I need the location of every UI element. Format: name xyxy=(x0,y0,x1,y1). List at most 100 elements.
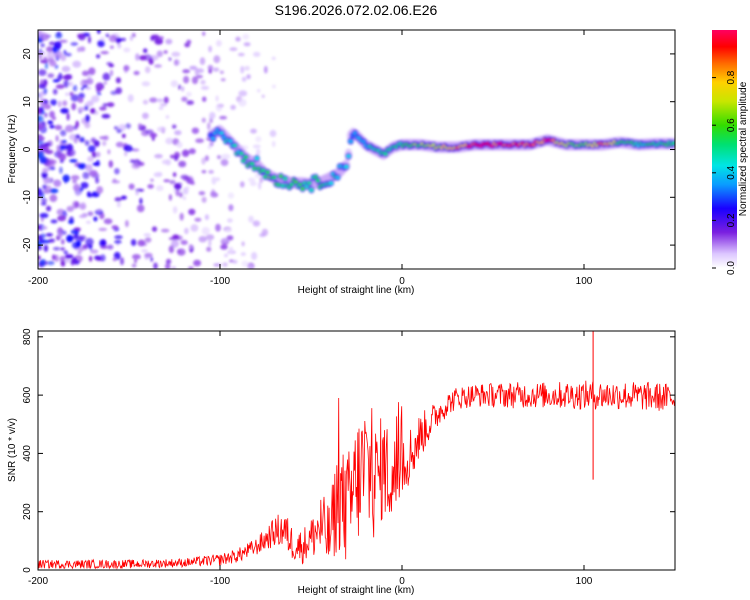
noise-blob xyxy=(109,45,114,49)
noise-blob xyxy=(246,74,251,80)
noise-blob xyxy=(60,129,67,137)
noise-blob xyxy=(207,122,211,130)
noise-blob xyxy=(38,191,43,197)
noise-blob xyxy=(84,140,90,146)
noise-blob xyxy=(77,251,82,255)
noise-blob xyxy=(112,178,117,183)
noise-blob xyxy=(123,144,133,152)
noise-blob xyxy=(195,138,205,143)
noise-blob xyxy=(40,258,46,267)
noise-blob xyxy=(235,36,241,42)
noise-blob xyxy=(95,82,105,91)
noise-blob xyxy=(228,204,234,212)
noise-blob xyxy=(82,84,88,89)
noise-blob xyxy=(179,212,184,221)
ridge-core xyxy=(228,139,234,143)
noise-blob xyxy=(127,94,134,103)
noise-blob xyxy=(69,159,78,163)
noise-blob xyxy=(207,145,212,149)
noise-blob xyxy=(172,124,177,129)
colorbar-tick-label: 0.8 xyxy=(726,70,737,84)
noise-blob xyxy=(77,97,84,103)
noise-blob xyxy=(51,116,57,121)
noise-blob xyxy=(205,234,215,241)
y-tick-label: 600 xyxy=(22,386,33,403)
ridge-core xyxy=(239,151,244,156)
noise-blob xyxy=(194,217,202,222)
noise-blob xyxy=(156,50,163,58)
noise-blob xyxy=(163,97,169,103)
noise-blob xyxy=(102,140,107,146)
noise-blob xyxy=(112,257,117,262)
noise-blob xyxy=(213,55,221,64)
spectrogram-image xyxy=(38,30,675,269)
y-tick-label: -10 xyxy=(22,190,33,205)
noise-blob xyxy=(177,248,186,256)
noise-blob xyxy=(150,34,160,40)
noise-blob xyxy=(87,36,92,44)
noise-blob xyxy=(50,99,58,106)
noise-blob xyxy=(107,244,114,250)
noise-blob xyxy=(248,215,254,223)
noise-blob xyxy=(96,208,102,213)
noise-blob xyxy=(271,56,276,61)
noise-blob xyxy=(181,149,190,157)
noise-blob xyxy=(228,246,234,254)
noise-blob xyxy=(181,86,185,92)
noise-blob xyxy=(40,59,48,64)
noise-blob xyxy=(168,194,172,201)
noise-blob xyxy=(139,55,147,61)
noise-blob xyxy=(178,84,181,90)
noise-blob xyxy=(230,104,236,110)
noise-blob xyxy=(55,254,59,262)
noise-blob xyxy=(158,36,164,40)
noise-blob xyxy=(173,155,179,162)
noise-blob xyxy=(78,92,85,99)
noise-blob xyxy=(38,115,44,123)
noise-blob xyxy=(170,80,178,88)
noise-blob xyxy=(198,191,206,196)
noise-blob xyxy=(201,157,206,165)
ridge-core xyxy=(250,162,255,166)
noise-blob xyxy=(38,84,47,89)
noise-blob xyxy=(182,196,186,201)
noise-blob xyxy=(60,247,66,251)
noise-blob xyxy=(71,102,77,111)
colorbar-tick-label: 0.4 xyxy=(726,165,737,179)
noise-blob xyxy=(258,182,262,190)
noise-blob xyxy=(143,48,148,53)
noise-blob xyxy=(227,192,235,199)
noise-blob xyxy=(99,106,107,111)
noise-blob xyxy=(124,151,128,157)
noise-blob xyxy=(132,253,141,260)
noise-blob xyxy=(45,233,53,237)
noise-blob xyxy=(74,201,80,208)
noise-blob xyxy=(38,139,44,146)
ridge-core xyxy=(315,178,321,183)
noise-blob xyxy=(215,40,222,47)
noise-blob xyxy=(154,154,163,159)
noise-blob xyxy=(77,107,86,112)
noise-blob xyxy=(184,227,189,235)
noise-blob xyxy=(207,64,214,71)
noise-blob xyxy=(101,113,111,119)
noise-blob xyxy=(58,72,63,81)
noise-blob xyxy=(84,105,89,111)
noise-blob xyxy=(244,65,250,71)
spectrogram-x-axis: -200 -100 0 100 xyxy=(28,30,593,287)
noise-blob xyxy=(176,141,183,149)
noise-blob xyxy=(114,240,122,244)
noise-blob xyxy=(221,153,231,160)
noise-blob xyxy=(128,183,135,190)
noise-blob xyxy=(41,171,48,179)
noise-blob xyxy=(196,74,203,79)
noise-blob xyxy=(120,257,124,266)
noise-blob xyxy=(77,46,81,53)
noise-blob xyxy=(208,170,214,174)
noise-blob xyxy=(209,141,214,147)
noise-blob xyxy=(216,155,222,160)
ridge-core xyxy=(254,156,260,161)
noise-blob xyxy=(87,211,94,216)
